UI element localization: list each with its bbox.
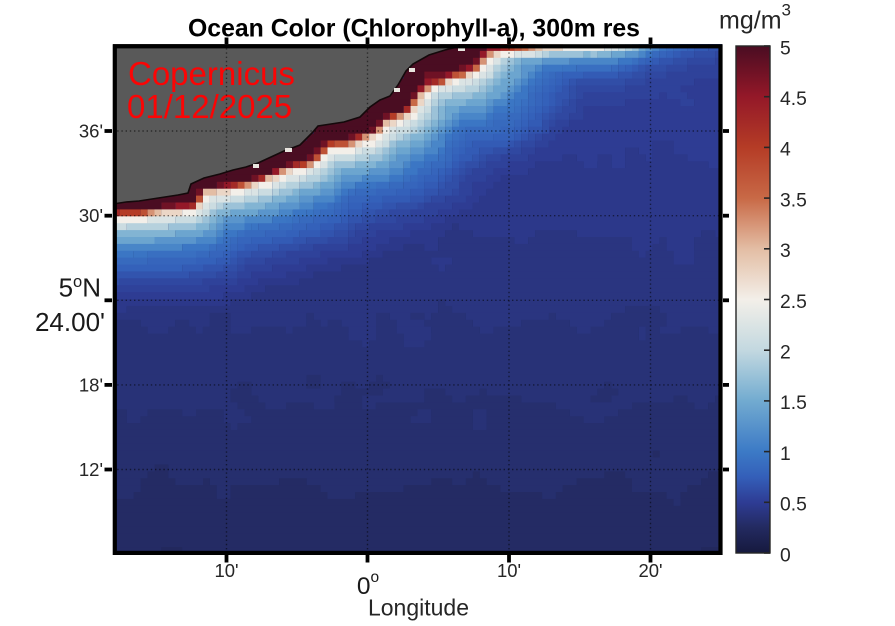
svg-text:5oN: 5oN xyxy=(59,273,101,303)
svg-text:1.5: 1.5 xyxy=(780,393,807,414)
svg-text:3.5: 3.5 xyxy=(780,190,807,211)
svg-text:mg/m3: mg/m3 xyxy=(719,1,791,35)
svg-text:30': 30' xyxy=(79,205,103,226)
svg-text:12': 12' xyxy=(79,459,103,480)
svg-text:4.5: 4.5 xyxy=(780,89,807,110)
svg-text:5: 5 xyxy=(780,38,791,59)
svg-text:1: 1 xyxy=(780,444,791,465)
svg-text:20': 20' xyxy=(638,560,662,581)
svg-text:36': 36' xyxy=(79,121,103,142)
svg-text:3: 3 xyxy=(780,241,791,262)
svg-text:4: 4 xyxy=(780,140,791,161)
svg-text:Ocean Color (Chlorophyll-a), 3: Ocean Color (Chlorophyll-a), 300m res xyxy=(188,16,640,43)
svg-text:24.00': 24.00' xyxy=(35,307,105,337)
svg-text:10': 10' xyxy=(497,560,521,581)
svg-text:2.5: 2.5 xyxy=(780,292,807,313)
svg-text:Copernicus: Copernicus xyxy=(128,55,295,92)
svg-text:Longitude: Longitude xyxy=(368,595,469,621)
svg-text:18': 18' xyxy=(79,374,103,395)
svg-text:01/12/2025: 01/12/2025 xyxy=(127,88,292,125)
svg-text:0.5: 0.5 xyxy=(780,495,807,516)
svg-text:2: 2 xyxy=(780,343,791,364)
svg-text:0: 0 xyxy=(780,545,791,566)
svg-text:10': 10' xyxy=(214,560,238,581)
